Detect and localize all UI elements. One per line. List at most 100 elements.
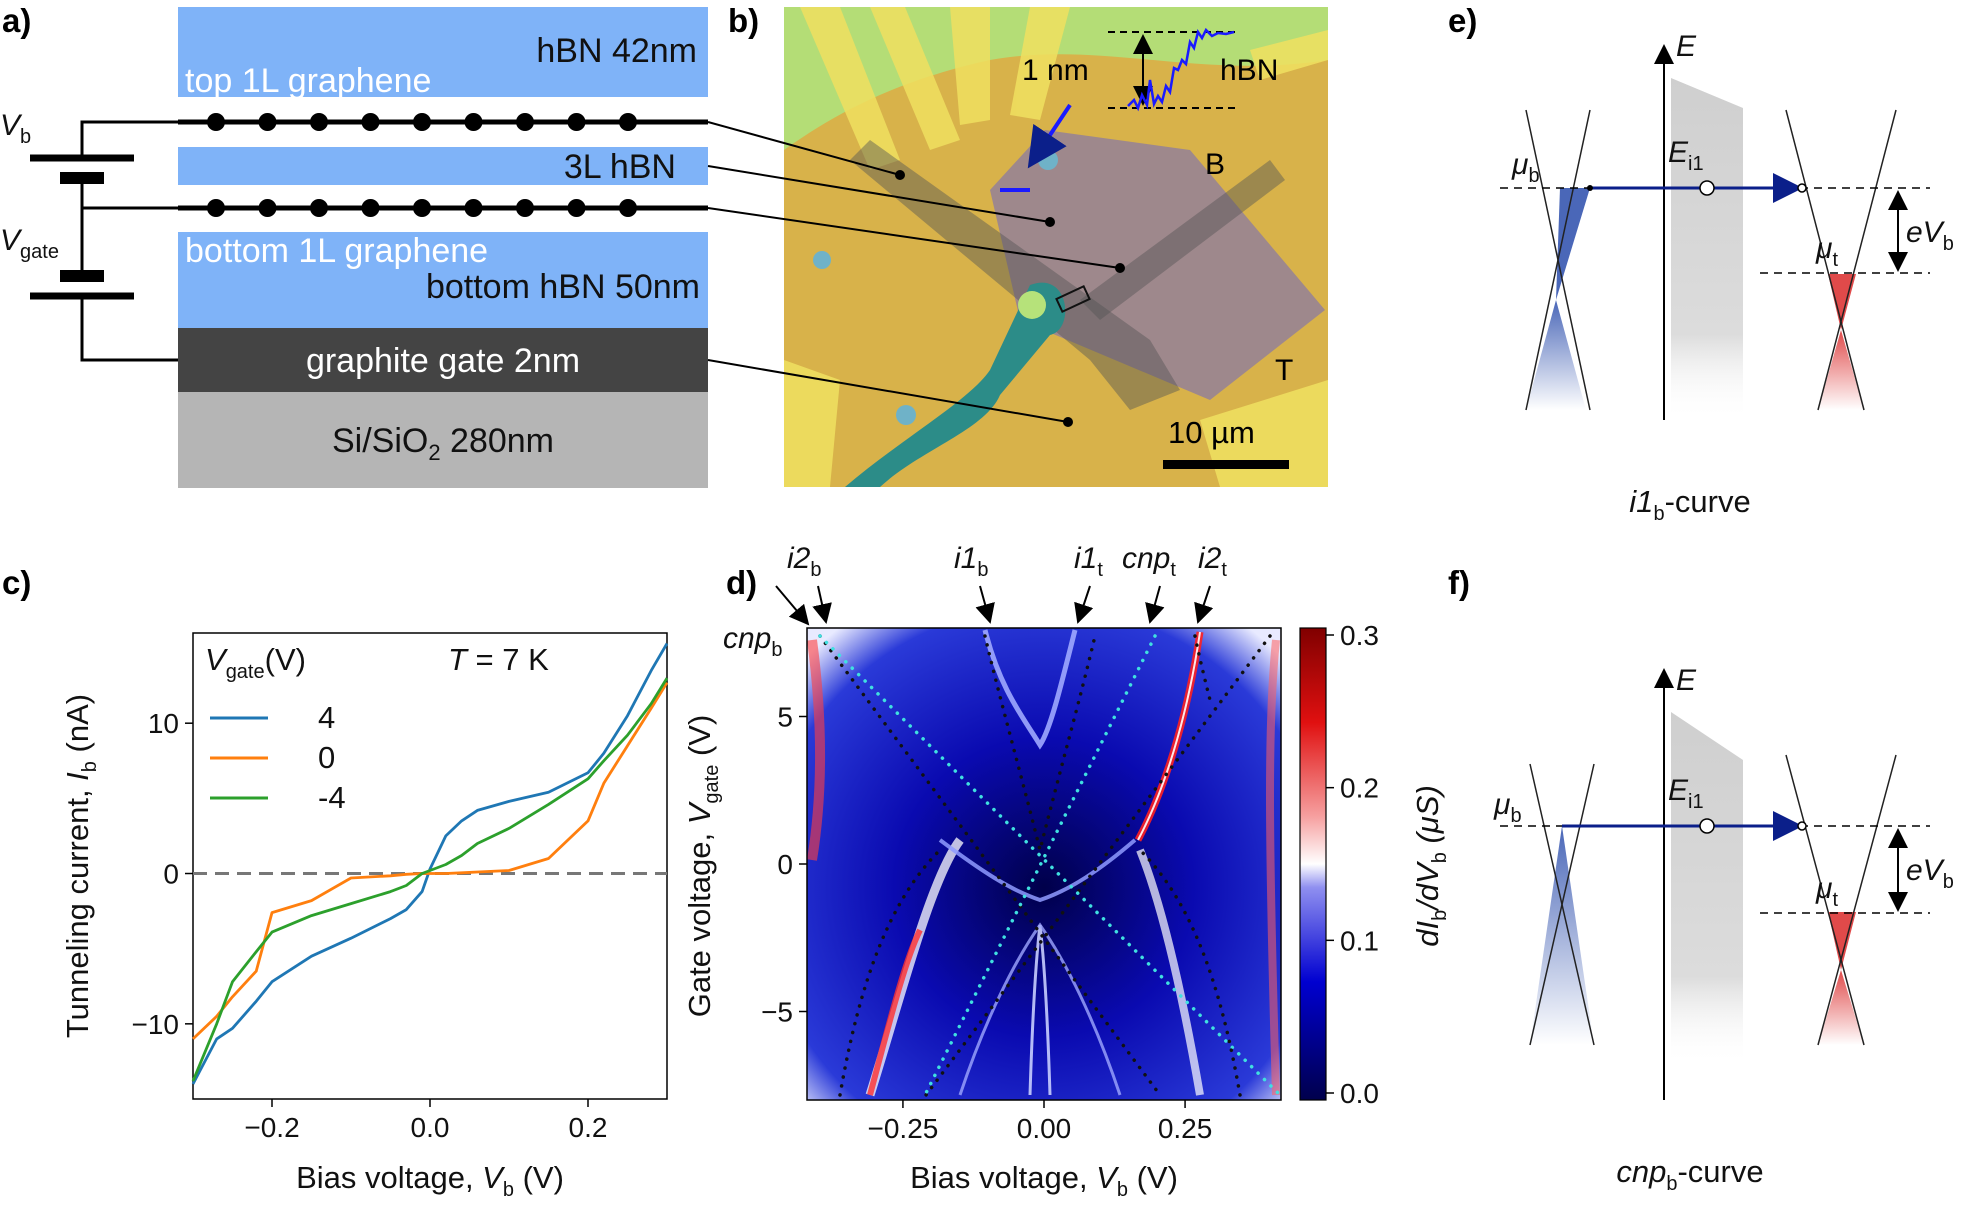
graphene-atom [567, 113, 586, 131]
top-cone-line [1817, 754, 1897, 1046]
bottom-cone-filled [1556, 188, 1590, 300]
x-tick-label: −0.2 [244, 1112, 299, 1143]
leader-lines [707, 121, 1121, 423]
battery-vgate [30, 270, 134, 300]
panel-c: c) −0.2 0.0 0.2 10 0 −10 Vgate(V) T = 7 K 4 0 -… [2, 564, 669, 1201]
mid-hbn-layer [178, 147, 708, 185]
series-line-m4 [191, 677, 669, 1082]
leader-endpoints [895, 170, 1125, 427]
graphene-atom [464, 113, 483, 131]
graphite-gate-layer [178, 328, 708, 392]
graphene-atom [619, 113, 637, 131]
graphene-atom [258, 199, 277, 217]
graphene-atom [361, 199, 380, 217]
temperature-label: T = 7 K [448, 642, 549, 677]
top-cone-filled [1828, 912, 1856, 970]
mu-b-label: μb [1511, 148, 1540, 187]
colorbar-tick-label: 0.3 [1340, 620, 1379, 651]
top-cone-line [1817, 109, 1897, 411]
panel-label-a: a) [2, 2, 31, 39]
graphene-atom [516, 113, 534, 131]
y-tick-label: 10 [148, 708, 179, 739]
top-cone-lower [1818, 970, 1864, 1045]
top-graphene-atoms [207, 113, 637, 131]
energy-label: E [1676, 30, 1697, 63]
mid-hbn-label: 3L hBN [564, 148, 676, 186]
graphene-stripe-top [1080, 160, 1285, 320]
step-arrow [1027, 103, 1072, 169]
caption-f: cnpb-curve [1616, 1154, 1763, 1195]
afm-hbn-label: hBN [1220, 54, 1278, 87]
scale-bar-label: 10 µm [1168, 415, 1255, 450]
colorbar-tick-label: 0.0 [1340, 1078, 1379, 1109]
panel-label-b: b) [728, 2, 759, 39]
bottom-cone-lower [1526, 300, 1586, 410]
graphene-atom [567, 199, 586, 217]
x-axis-label-c: Bias voltage, Vb (V) [296, 1160, 564, 1201]
y-axis-label-c: Tunneling current, Ib (nA) [60, 694, 101, 1038]
hbn-top-label: hBN 42nm [536, 32, 697, 70]
E-i1-label: Ei1 [1668, 774, 1704, 813]
annot-i1b: i1b [954, 542, 988, 581]
y-tick-label: −5 [761, 997, 793, 1028]
hbn-top-layer [178, 7, 708, 97]
bottom-T-label: T [1275, 354, 1293, 387]
annot-i2b: i2b [787, 542, 821, 581]
tunneling-end-dot [1797, 183, 1807, 193]
heatmap-background [807, 628, 1281, 1100]
colorbar-tick-label: 0.1 [1340, 925, 1379, 956]
graphene-atom [413, 199, 431, 217]
graphene-atom [258, 113, 277, 131]
bottom-cone-filled [1530, 826, 1594, 1045]
legend: 4 0 -4 [210, 700, 346, 815]
panel-label-e: e) [1448, 2, 1477, 39]
panel-b: b) 1 nm hBN B T 10 µm [707, 2, 1328, 487]
y-tick-label: 5 [777, 702, 793, 733]
annot-i2t: i2t [1198, 542, 1227, 581]
iv-curves [191, 642, 669, 1085]
graphene-atom [310, 199, 328, 217]
panel-label-f: f) [1448, 564, 1470, 601]
graphene-atom [361, 113, 380, 131]
x-axis-label-d: Bias voltage, Vb (V) [910, 1160, 1178, 1201]
contamination-dot [813, 251, 831, 269]
theory-dotted-lines [818, 634, 1282, 1097]
annot-i1t: i1t [1074, 542, 1103, 581]
bottom-cone-line [1529, 763, 1595, 1046]
axis-ticks-d: −0.25 0.00 0.25 5 0 −5 [761, 702, 1212, 1145]
legend-entry: 4 [318, 700, 335, 735]
annot-cnpt: cnpt [1122, 542, 1176, 581]
step-height-label: 1 nm [1022, 54, 1089, 87]
graphene-atom [413, 113, 431, 131]
y-tick-label: 0 [163, 859, 179, 890]
legend-entry: 0 [318, 740, 335, 775]
graphite-gate-label: graphite gate 2nm [306, 342, 580, 380]
colorbar-ticks: 0.3 0.2 0.1 0.0 [1326, 620, 1379, 1109]
mu-b-label: μb [1493, 788, 1522, 827]
contamination-dot [1038, 150, 1058, 170]
y-tick-label: −10 [132, 1009, 180, 1040]
top-graphene-label: top 1L graphene [185, 62, 431, 100]
circuit-wires [80, 120, 178, 362]
graphene-stripe-bottom [850, 140, 1180, 410]
bottom-graphene-atoms [207, 199, 637, 217]
top-cone-line [1785, 754, 1865, 1046]
graphite-gate-flake [845, 282, 1066, 487]
afm-profile-line [1127, 27, 1235, 112]
graphene-atom [310, 113, 328, 131]
caption-e: i1b-curve [1629, 484, 1750, 525]
colorbar-tick-label: 0.2 [1340, 773, 1379, 804]
eVb-label: eVb [1906, 216, 1954, 255]
barrier-band [1671, 712, 1743, 1065]
scale-bar [1163, 460, 1289, 469]
x-tick-label: 0.0 [411, 1112, 450, 1143]
gold-electrodes [784, 7, 1328, 487]
x-tick-label: −0.25 [867, 1113, 938, 1144]
colorbar [1299, 627, 1327, 1101]
bottom-graphene-label: bottom 1L graphene [185, 232, 488, 270]
hbn-flake [990, 130, 1325, 400]
contamination-dot [896, 405, 916, 425]
heatmap-features [807, 629, 1280, 1097]
colorbar-label: dIb/dVb (μS) [1410, 785, 1451, 947]
